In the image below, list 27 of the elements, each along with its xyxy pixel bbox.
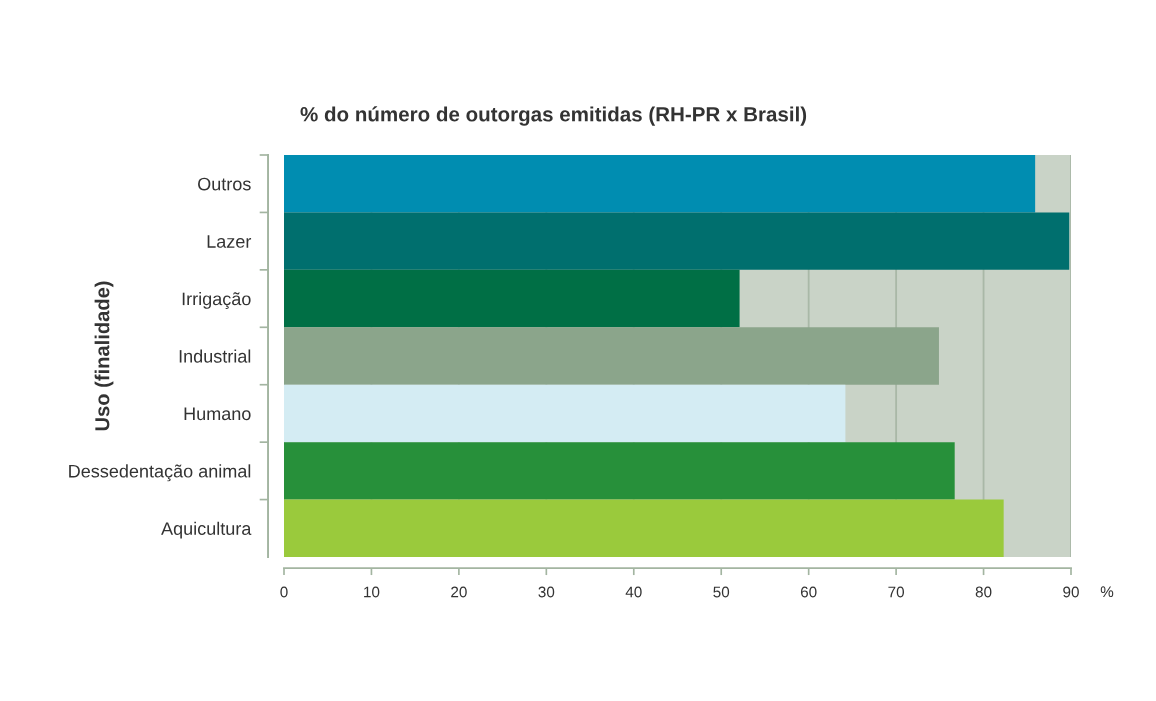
bar bbox=[284, 269, 740, 328]
chart-title: % do número de outorgas emitidas (RH-PR x Brasil) bbox=[300, 106, 807, 126]
y-tick-label: Irrigação bbox=[182, 292, 251, 309]
bar bbox=[284, 327, 939, 385]
x-tick-label: 60 bbox=[800, 586, 817, 598]
y-tick-label: Aquicultura bbox=[161, 521, 252, 539]
x-tick-label: 90 bbox=[1063, 586, 1079, 598]
y-axis-title: Uso (finalidade) bbox=[94, 281, 114, 431]
y-tick-label: Outros bbox=[198, 177, 251, 191]
bar bbox=[284, 384, 846, 443]
x-tick-label: 30 bbox=[538, 586, 555, 598]
x-tick-label: 20 bbox=[451, 586, 467, 598]
y-tick-label: Dessedentação animal bbox=[69, 464, 251, 482]
y-tick-label: Industrial bbox=[179, 349, 251, 363]
y-tick-label: Humano bbox=[184, 407, 251, 421]
bar bbox=[284, 442, 955, 500]
y-tick-label: Lazer bbox=[207, 235, 252, 248]
x-axis-title: % bbox=[1100, 586, 1114, 598]
bar bbox=[284, 499, 1004, 557]
x-tick-label: 80 bbox=[975, 586, 992, 598]
x-tick-label: 40 bbox=[625, 586, 642, 598]
x-tick-label: 50 bbox=[713, 586, 730, 598]
x-tick-label: 70 bbox=[888, 586, 905, 598]
bar bbox=[284, 155, 1036, 213]
x-tick-label: 10 bbox=[364, 586, 380, 598]
bar bbox=[284, 212, 1070, 270]
x-tick-label: 0 bbox=[280, 586, 288, 598]
